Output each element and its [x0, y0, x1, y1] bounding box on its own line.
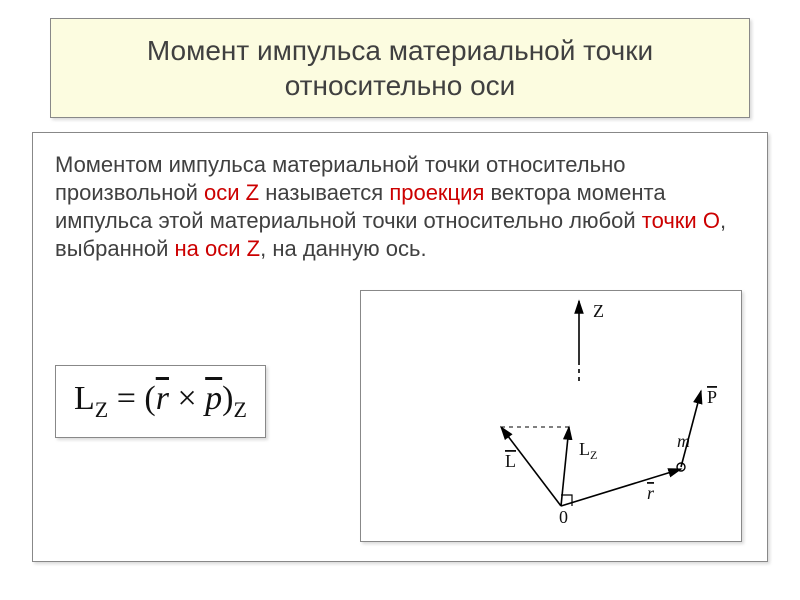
- z-axis-label: Z: [593, 301, 604, 321]
- r-vector: [561, 469, 681, 506]
- def-seg9: , на данную ось.: [260, 236, 427, 261]
- formula-p: p: [205, 380, 222, 417]
- r-label: r: [647, 483, 655, 503]
- formula-close: ): [222, 380, 233, 417]
- formula-open: (: [144, 380, 155, 417]
- def-seg4: проекция: [389, 180, 484, 205]
- l-label: L: [505, 451, 516, 471]
- origin-label: 0: [559, 507, 568, 527]
- def-seg2: оси Z: [204, 180, 259, 205]
- def-seg8: на оси Z: [175, 236, 261, 261]
- formula-L: L: [74, 380, 95, 417]
- vector-diagram: Z r m P L LZ 0: [361, 291, 741, 541]
- diagram-box: Z r m P L LZ 0: [360, 290, 742, 542]
- definition-text: Моментом импульса материальной точки отн…: [55, 151, 745, 264]
- formula-close-sub: Z: [234, 397, 247, 422]
- lz-label: LZ: [579, 439, 597, 462]
- p-label: P: [707, 387, 717, 407]
- def-seg3: называется: [259, 180, 389, 205]
- p-vector: [681, 391, 701, 467]
- lz-projection: [561, 427, 569, 506]
- formula-cross: ×: [169, 380, 205, 417]
- slide-title-box: Момент импульса материальной точки относ…: [50, 18, 750, 118]
- formula-eq: =: [108, 380, 144, 417]
- formula: LZ = (r × p)Z: [74, 380, 247, 417]
- formula-L-sub: Z: [95, 397, 108, 422]
- formula-box: LZ = (r × p)Z: [55, 365, 266, 438]
- slide-title: Момент импульса материальной точки относ…: [71, 33, 729, 103]
- def-seg6: точки О: [642, 208, 720, 233]
- formula-r: r: [156, 380, 169, 417]
